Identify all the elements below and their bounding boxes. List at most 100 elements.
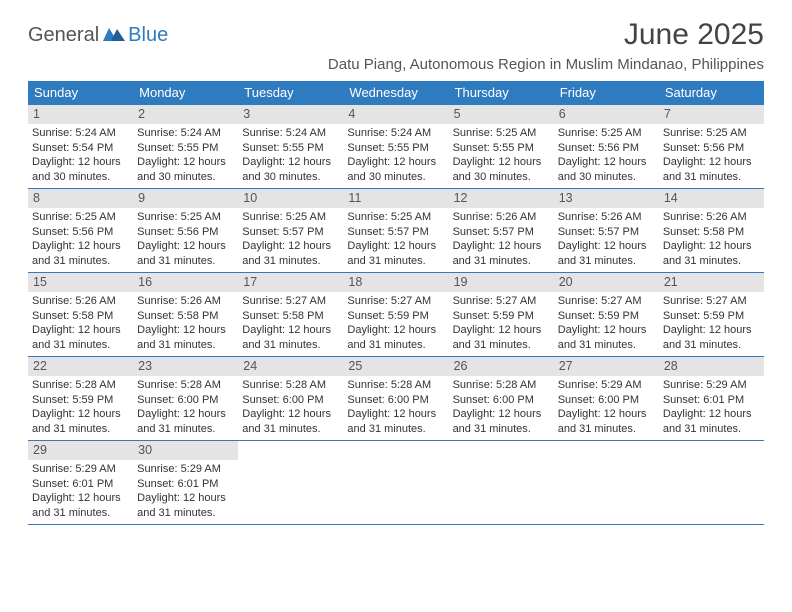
dow-cell: Saturday: [659, 81, 764, 105]
sunrise-label: Sunrise:: [663, 211, 706, 223]
daylight-line: Daylight: 12 hours and 31 minutes.: [453, 407, 550, 436]
sunset-value: 6:00 PM: [178, 394, 219, 406]
dow-cell: Wednesday: [343, 81, 448, 105]
sunrise-label: Sunrise:: [558, 295, 601, 307]
sunrise-line: Sunrise: 5:24 AM: [137, 126, 234, 141]
sunrise-value: 5:29 AM: [601, 379, 641, 391]
sunset-label: Sunset:: [242, 394, 282, 406]
sunrise-label: Sunrise:: [453, 379, 496, 391]
sunset-line: Sunset: 6:01 PM: [663, 393, 760, 408]
calendar-day: 14Sunrise: 5:26 AMSunset: 5:58 PMDayligh…: [659, 189, 764, 272]
day-number: 18: [343, 273, 448, 292]
sunset-label: Sunset:: [558, 142, 598, 154]
daylight-label: Daylight:: [137, 492, 183, 504]
day-details: Sunrise: 5:24 AMSunset: 5:55 PMDaylight:…: [347, 126, 444, 184]
sunrise-line: Sunrise: 5:27 AM: [558, 294, 655, 309]
calendar-day: 26Sunrise: 5:28 AMSunset: 6:00 PMDayligh…: [449, 357, 554, 440]
daylight-label: Daylight:: [663, 240, 709, 252]
sunset-label: Sunset:: [347, 394, 387, 406]
sunset-label: Sunset:: [347, 226, 387, 238]
daylight-line: Daylight: 12 hours and 31 minutes.: [453, 323, 550, 352]
daylight-label: Daylight:: [32, 324, 78, 336]
day-details: Sunrise: 5:26 AMSunset: 5:57 PMDaylight:…: [453, 210, 550, 268]
sunset-line: Sunset: 5:58 PM: [663, 225, 760, 240]
sunrise-line: Sunrise: 5:28 AM: [137, 378, 234, 393]
sunrise-value: 5:27 AM: [601, 295, 641, 307]
sunrise-label: Sunrise:: [453, 211, 496, 223]
sunrise-value: 5:29 AM: [75, 463, 115, 475]
sunrise-value: 5:28 AM: [286, 379, 326, 391]
sunset-line: Sunset: 6:01 PM: [137, 477, 234, 492]
sunset-label: Sunset:: [453, 142, 493, 154]
sunrise-line: Sunrise: 5:24 AM: [347, 126, 444, 141]
daylight-label: Daylight:: [663, 324, 709, 336]
sunrise-label: Sunrise:: [137, 127, 180, 139]
calendar-week: 1Sunrise: 5:24 AMSunset: 5:54 PMDaylight…: [28, 105, 764, 189]
sunset-label: Sunset:: [558, 394, 598, 406]
sunrise-label: Sunrise:: [663, 295, 706, 307]
sunset-value: 6:00 PM: [388, 394, 429, 406]
sunset-label: Sunset:: [453, 226, 493, 238]
calendar-day: 2Sunrise: 5:24 AMSunset: 5:55 PMDaylight…: [133, 105, 238, 188]
sunset-label: Sunset:: [558, 226, 598, 238]
day-details: Sunrise: 5:26 AMSunset: 5:58 PMDaylight:…: [32, 294, 129, 352]
daylight-line: Daylight: 12 hours and 31 minutes.: [137, 407, 234, 436]
daylight-line: Daylight: 12 hours and 31 minutes.: [32, 407, 129, 436]
day-details: Sunrise: 5:25 AMSunset: 5:56 PMDaylight:…: [32, 210, 129, 268]
sunset-value: 6:01 PM: [178, 478, 219, 490]
calendar-day: 8Sunrise: 5:25 AMSunset: 5:56 PMDaylight…: [28, 189, 133, 272]
daylight-label: Daylight:: [242, 240, 288, 252]
sunrise-label: Sunrise:: [32, 379, 75, 391]
sunrise-line: Sunrise: 5:29 AM: [137, 462, 234, 477]
sunset-line: Sunset: 5:58 PM: [32, 309, 129, 324]
daylight-line: Daylight: 12 hours and 31 minutes.: [558, 239, 655, 268]
calendar-day: 24Sunrise: 5:28 AMSunset: 6:00 PMDayligh…: [238, 357, 343, 440]
calendar-day: 10Sunrise: 5:25 AMSunset: 5:57 PMDayligh…: [238, 189, 343, 272]
sunrise-line: Sunrise: 5:29 AM: [32, 462, 129, 477]
sunset-line: Sunset: 6:00 PM: [453, 393, 550, 408]
sunset-line: Sunset: 5:57 PM: [453, 225, 550, 240]
sunrise-label: Sunrise:: [347, 127, 390, 139]
sunrise-label: Sunrise:: [453, 127, 496, 139]
sunset-line: Sunset: 6:00 PM: [137, 393, 234, 408]
day-number: 24: [238, 357, 343, 376]
sunset-value: 5:55 PM: [493, 142, 534, 154]
sunset-label: Sunset:: [242, 310, 282, 322]
calendar-day: 3Sunrise: 5:24 AMSunset: 5:55 PMDaylight…: [238, 105, 343, 188]
day-details: Sunrise: 5:28 AMSunset: 6:00 PMDaylight:…: [242, 378, 339, 436]
sunrise-label: Sunrise:: [347, 211, 390, 223]
day-details: Sunrise: 5:27 AMSunset: 5:59 PMDaylight:…: [347, 294, 444, 352]
sunrise-line: Sunrise: 5:28 AM: [347, 378, 444, 393]
sunrise-label: Sunrise:: [242, 379, 285, 391]
sunrise-line: Sunrise: 5:25 AM: [32, 210, 129, 225]
daylight-line: Daylight: 12 hours and 31 minutes.: [663, 155, 760, 184]
sunrise-line: Sunrise: 5:24 AM: [242, 126, 339, 141]
daylight-label: Daylight:: [453, 324, 499, 336]
day-details: Sunrise: 5:29 AMSunset: 6:01 PMDaylight:…: [663, 378, 760, 436]
sunset-value: 5:57 PM: [493, 226, 534, 238]
daylight-label: Daylight:: [558, 156, 604, 168]
sunset-value: 6:01 PM: [72, 478, 113, 490]
sunset-line: Sunset: 5:56 PM: [558, 141, 655, 156]
sunrise-value: 5:25 AM: [181, 211, 221, 223]
calendar-week: 8Sunrise: 5:25 AMSunset: 5:56 PMDaylight…: [28, 189, 764, 273]
calendar-day: 15Sunrise: 5:26 AMSunset: 5:58 PMDayligh…: [28, 273, 133, 356]
calendar-day: 11Sunrise: 5:25 AMSunset: 5:57 PMDayligh…: [343, 189, 448, 272]
sunrise-line: Sunrise: 5:27 AM: [242, 294, 339, 309]
sunrise-label: Sunrise:: [663, 127, 706, 139]
calendar-day: 12Sunrise: 5:26 AMSunset: 5:57 PMDayligh…: [449, 189, 554, 272]
day-details: Sunrise: 5:28 AMSunset: 6:00 PMDaylight:…: [137, 378, 234, 436]
sunset-value: 5:57 PM: [388, 226, 429, 238]
sunset-line: Sunset: 5:55 PM: [347, 141, 444, 156]
sunset-line: Sunset: 6:00 PM: [242, 393, 339, 408]
day-details: Sunrise: 5:28 AMSunset: 6:00 PMDaylight:…: [347, 378, 444, 436]
sunset-value: 5:56 PM: [178, 226, 219, 238]
daylight-label: Daylight:: [558, 324, 604, 336]
day-number: 21: [659, 273, 764, 292]
day-number: 9: [133, 189, 238, 208]
sunrise-label: Sunrise:: [558, 379, 601, 391]
sunrise-value: 5:25 AM: [706, 127, 746, 139]
sunset-label: Sunset:: [663, 310, 703, 322]
day-number: 10: [238, 189, 343, 208]
sunrise-value: 5:27 AM: [286, 295, 326, 307]
